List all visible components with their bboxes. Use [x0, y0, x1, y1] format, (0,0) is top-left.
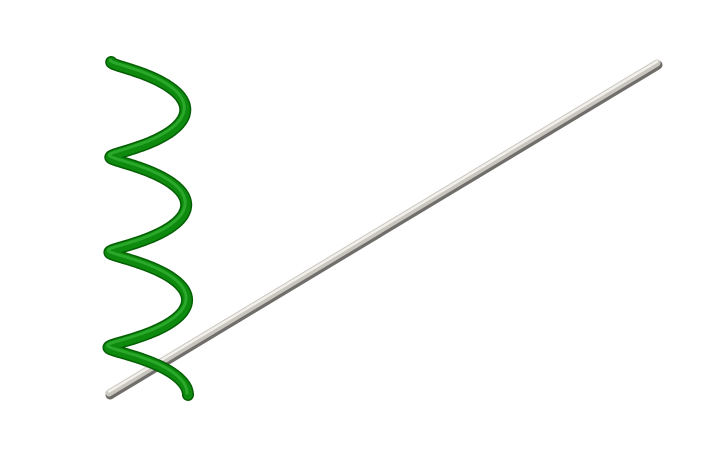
rod-highlight: [107, 60, 659, 393]
helix-highlight: [106, 58, 189, 395]
helix-coil[interactable]: [102, 56, 194, 401]
helix-body: [104, 57, 193, 400]
straight-rod[interactable]: [105, 59, 663, 400]
rod-body: [105, 59, 661, 397]
